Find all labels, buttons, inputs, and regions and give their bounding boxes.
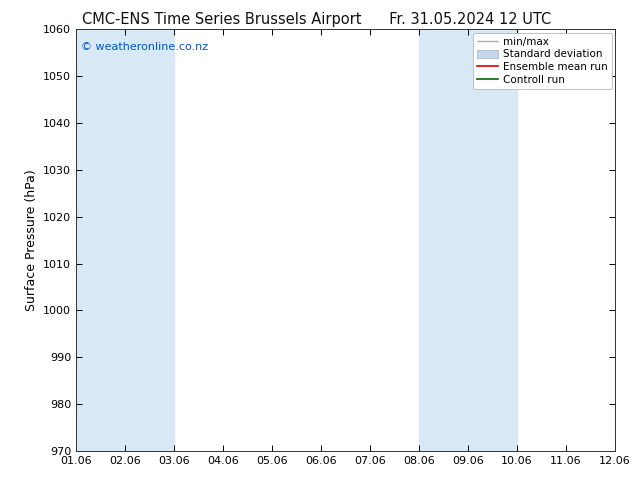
Bar <box>76 29 125 451</box>
Legend: min/max, Standard deviation, Ensemble mean run, Controll run: min/max, Standard deviation, Ensemble me… <box>473 32 612 89</box>
Bar <box>468 29 517 451</box>
Y-axis label: Surface Pressure (hPa): Surface Pressure (hPa) <box>25 169 37 311</box>
Bar <box>125 29 174 451</box>
Bar <box>419 29 468 451</box>
Text: CMC-ENS Time Series Brussels Airport      Fr. 31.05.2024 12 UTC: CMC-ENS Time Series Brussels Airport Fr.… <box>82 12 552 27</box>
Bar <box>615 29 634 451</box>
Text: © weatheronline.co.nz: © weatheronline.co.nz <box>81 42 209 52</box>
